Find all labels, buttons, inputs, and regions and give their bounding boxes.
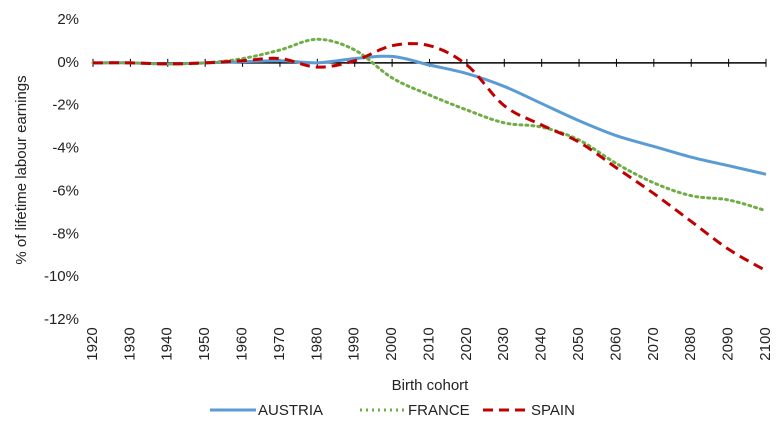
- x-tick-label: 2070: [645, 327, 662, 360]
- x-tick-label: 1960: [234, 327, 251, 360]
- legend-label: AUSTRIA: [258, 402, 323, 419]
- x-tick-label: 1980: [308, 327, 325, 360]
- x-tick-label: 1970: [271, 327, 288, 360]
- x-tick-label: 1950: [196, 327, 213, 360]
- x-tick-label: 1990: [346, 327, 363, 360]
- legend-label: SPAIN: [531, 402, 575, 419]
- y-tick-label: -2%: [52, 97, 79, 114]
- y-tick-label: -8%: [52, 225, 79, 242]
- legend-label: FRANCE: [408, 402, 470, 419]
- y-tick-label: -6%: [52, 182, 79, 199]
- series-line: [92, 54, 767, 176]
- x-tick-label: 2080: [682, 327, 699, 360]
- y-tick-label: -4%: [52, 140, 79, 157]
- series-line: [92, 42, 767, 273]
- x-tick-label: 1930: [121, 327, 138, 360]
- y-tick-label: 0%: [57, 54, 79, 71]
- x-tick-label: 2040: [533, 327, 550, 360]
- y-tick-label: -10%: [44, 268, 79, 285]
- x-tick-label: 2020: [458, 327, 475, 360]
- y-tick-label: -12%: [44, 311, 79, 328]
- x-tick-label: 2090: [720, 327, 737, 360]
- series-line: [91, 37, 768, 213]
- x-tick-label: 2060: [607, 327, 624, 360]
- x-tick-label: 2010: [420, 327, 437, 360]
- x-tick-label: 1920: [84, 327, 101, 360]
- x-tick-label: 2100: [757, 327, 774, 360]
- x-tick-label: 2000: [383, 327, 400, 360]
- x-tick-label: 2030: [495, 327, 512, 360]
- x-axis-label: Birth cohort: [392, 377, 470, 394]
- y-tick-label: 2%: [57, 11, 79, 28]
- x-tick-label: 1940: [159, 327, 176, 360]
- y-axis-label: % of lifetime labour earnings: [13, 75, 30, 264]
- x-tick-label: 2050: [570, 327, 587, 360]
